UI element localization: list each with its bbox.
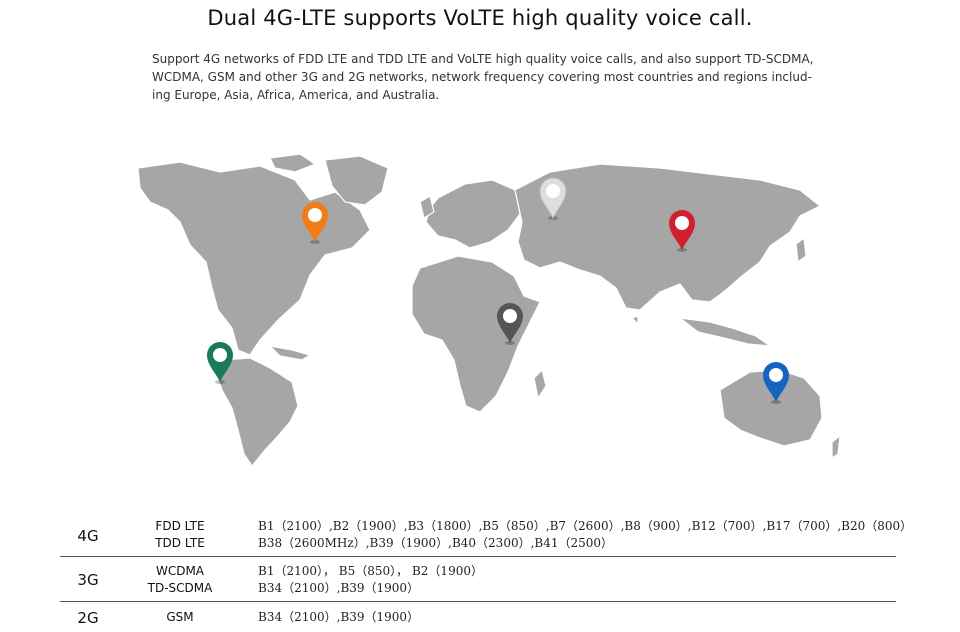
- bands-cell: B1（2100）,B2（1900）,B3（1800）,B5（850）,B7（26…: [258, 518, 912, 552]
- map-pin-icon: [763, 362, 789, 404]
- tech-cell: FDD LTE TDD LTE: [136, 518, 224, 552]
- europe-landmass: [425, 179, 521, 249]
- bands-cell: B34（2100）,B39（1900）: [258, 609, 419, 626]
- sri-lanka-landmass: [630, 315, 639, 326]
- tech-cell: GSM: [136, 609, 224, 626]
- generation-label: 2G: [77, 609, 99, 627]
- tech-cell: WCDMA TD-SCDMA: [136, 563, 224, 597]
- bands-line: B1（2100）， B5（850）， B2（1900）: [258, 564, 483, 578]
- caribbean-landmass: [268, 345, 312, 361]
- map-pin-icon: [539, 177, 567, 220]
- north-america-landmass: [137, 161, 371, 356]
- bands-line: B34（2100）,B39（1900）: [258, 581, 420, 595]
- new-zealand-landmass: [831, 435, 840, 460]
- tech-label: TDD LTE: [155, 536, 205, 550]
- bands-line: B38（2600MHz）,B39（1900）,B40（2300）,B41（250…: [258, 536, 614, 550]
- table-row: 3G WCDMA TD-SCDMA B1（2100）， B5（850）， B2（…: [60, 557, 896, 602]
- japan-landmass: [795, 236, 807, 264]
- uk-landmass: [419, 195, 435, 219]
- map-pin-icon: [302, 202, 328, 244]
- asia-landmass: [514, 163, 822, 311]
- description-line: WCDMA, GSM and other 3G and 2G networks,…: [152, 70, 812, 84]
- description-line: ing Europe, Asia, Africa, America, and A…: [152, 88, 440, 102]
- network-table: 4G FDD LTE TDD LTE B1（2100）,B2（1900）,B3（…: [60, 512, 912, 632]
- description-line: Support 4G networks of FDD LTE and TDD L…: [152, 52, 814, 66]
- bands-line: B34（2100）,B39（1900）: [258, 610, 420, 624]
- tech-label: WCDMA: [155, 564, 205, 578]
- table-row: 4G FDD LTE TDD LTE B1（2100）,B2（1900）,B3（…: [60, 512, 912, 557]
- map-pin-icon: [207, 342, 233, 384]
- tech-label: GSM: [166, 610, 194, 624]
- madagascar-landmass: [533, 368, 547, 400]
- tech-label: TD-SCDMA: [147, 581, 213, 595]
- generation-label: 4G: [77, 527, 99, 545]
- bands-cell: B1（2100）， B5（850）， B2（1900） B34（2100）,B3…: [258, 563, 483, 597]
- bands-line: B1（2100）,B2（1900）,B3（1800）,B5（850）,B7（26…: [258, 519, 913, 533]
- world-map: [137, 153, 840, 468]
- tech-label: FDD LTE: [155, 519, 205, 533]
- description: Support 4G networks of FDD LTE and TDD L…: [152, 50, 832, 104]
- map-pin-icon: [497, 303, 523, 345]
- page-title: Dual 4G-LTE supports VoLTE high quality …: [207, 6, 753, 30]
- indonesia-landmass: [677, 317, 773, 347]
- table-row: 2G GSM B34（2100）,B39（1900）: [60, 602, 896, 632]
- south-america-landmass: [215, 357, 299, 468]
- arctic-island-landmass: [269, 153, 317, 173]
- africa-landmass: [411, 255, 541, 413]
- generation-label: 3G: [77, 571, 99, 589]
- map-pin-icon: [669, 210, 695, 252]
- greenland-landmass: [324, 155, 389, 206]
